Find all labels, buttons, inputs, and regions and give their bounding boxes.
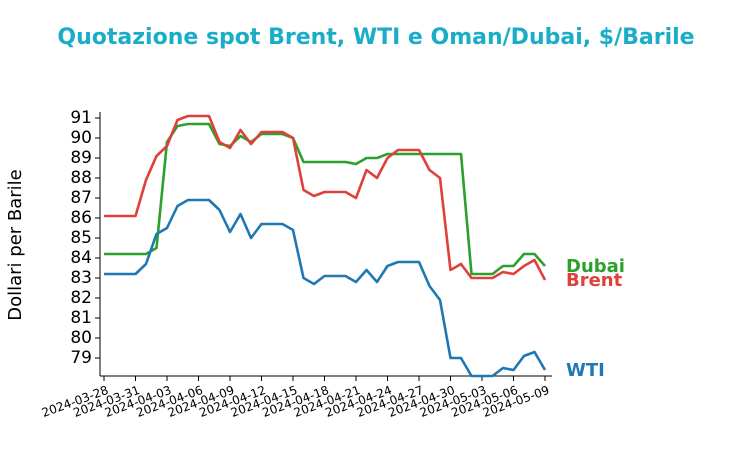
y-tick-label: 83 (70, 268, 92, 288)
y-tick-label: 89 (70, 148, 92, 168)
y-tick-label: 81 (70, 308, 92, 328)
chart-title: Quotazione spot Brent, WTI e Oman/Dubai,… (57, 25, 694, 50)
y-axis-label: Dollari per Barile (5, 169, 26, 321)
series-line (104, 198, 547, 378)
series-line (104, 122, 546, 276)
y-tick-label: 91 (70, 108, 92, 128)
y-tick-label: 87 (70, 188, 92, 208)
y-tick-label: 82 (70, 288, 92, 308)
y-tick-label: 84 (70, 248, 92, 268)
series-line (104, 114, 547, 281)
legend-label: WTI (566, 360, 605, 381)
y-tick-label: 85 (70, 228, 92, 248)
y-tick-label: 80 (70, 328, 92, 348)
y-tick-label: 90 (70, 128, 92, 148)
y-tick-label: 86 (70, 208, 92, 228)
legend-label: Brent (566, 270, 623, 291)
legend-label: Dubai (566, 256, 625, 277)
y-tick-label: 88 (70, 168, 92, 188)
y-tick-label: 79 (70, 348, 92, 368)
